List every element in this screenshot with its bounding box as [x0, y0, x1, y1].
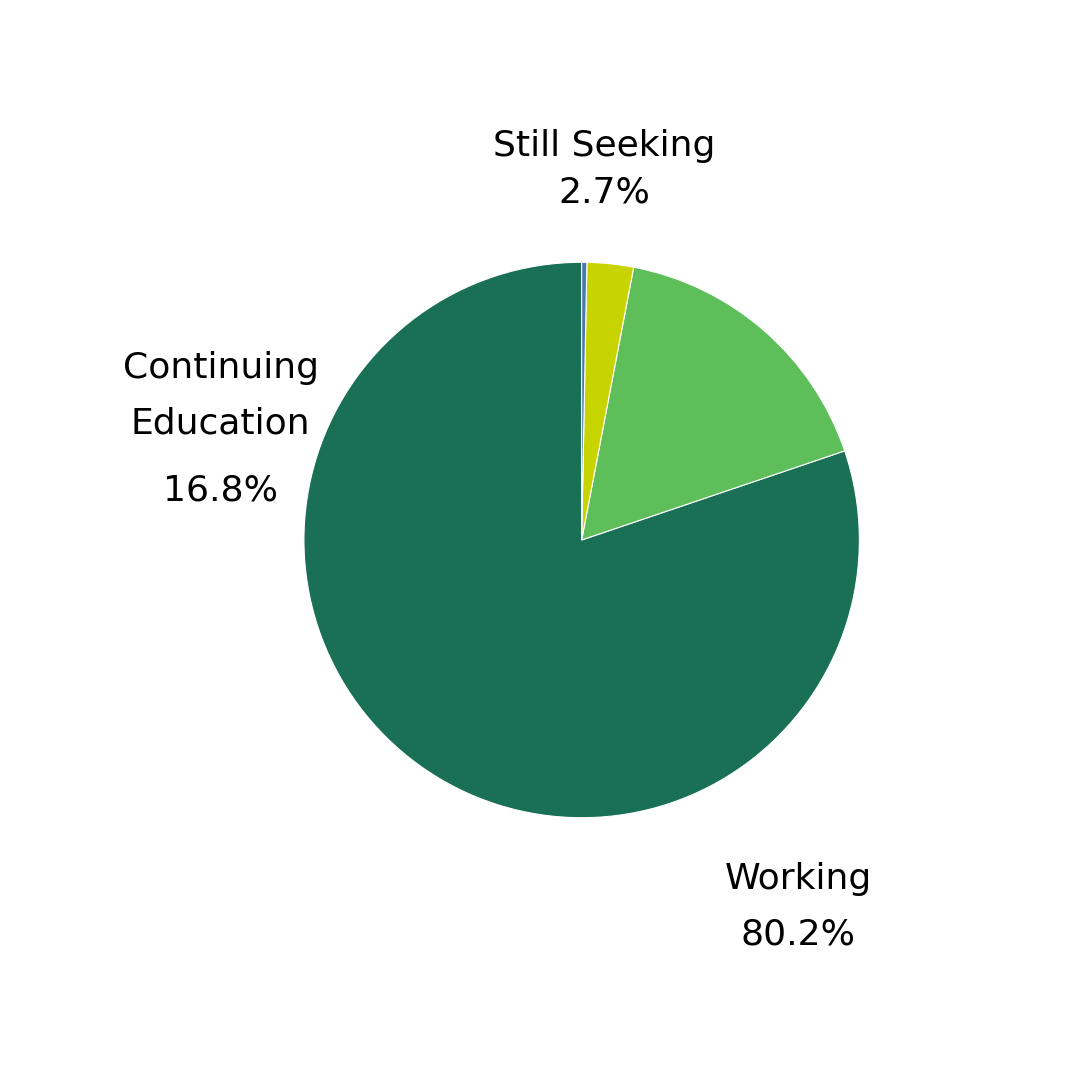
- Wedge shape: [582, 267, 845, 540]
- Wedge shape: [582, 262, 634, 540]
- Text: Continuing: Continuing: [123, 351, 319, 384]
- Text: Still Seeking: Still Seeking: [492, 129, 715, 163]
- Wedge shape: [303, 262, 860, 818]
- Wedge shape: [582, 262, 586, 540]
- Text: Education: Education: [131, 406, 310, 441]
- Text: 16.8%: 16.8%: [163, 473, 279, 507]
- Text: 2.7%: 2.7%: [558, 176, 650, 210]
- Text: 80.2%: 80.2%: [741, 917, 855, 951]
- Text: Working: Working: [725, 862, 872, 895]
